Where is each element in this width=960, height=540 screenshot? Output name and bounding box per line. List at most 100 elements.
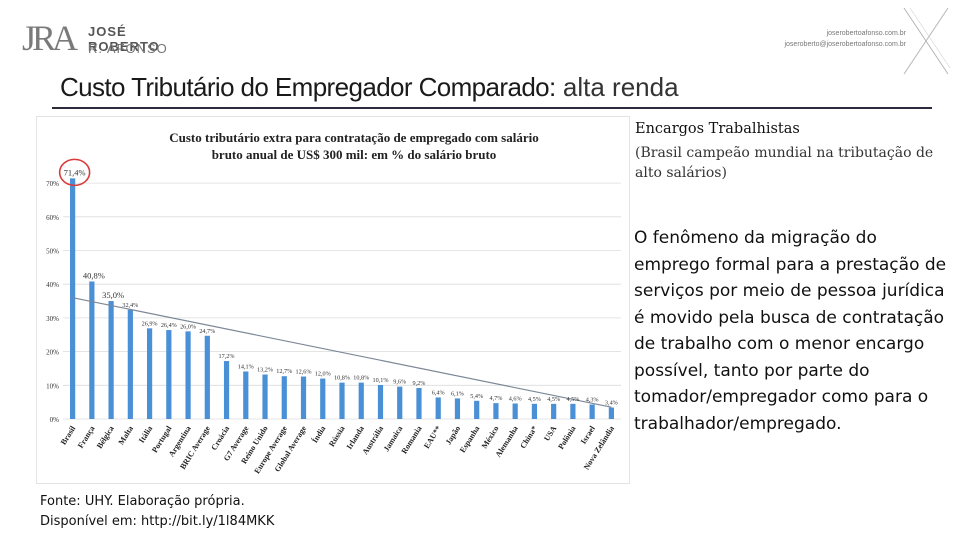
data-label: 9,2% — [413, 380, 426, 387]
title-divider — [52, 107, 932, 109]
chart-labels: 71,4% 40,8% 35,0% 32,4% 26,9% 26,4% 26,0%24,7%… — [58, 158, 618, 475]
x-tick-label: Índia — [309, 424, 327, 445]
slide-title: Custo Tributário do Empregador Comparado… — [60, 72, 679, 103]
bar — [89, 281, 95, 419]
corner-x-icon — [903, 7, 951, 75]
data-label: 4,5% — [547, 396, 560, 403]
bar — [397, 386, 403, 419]
y-tick-label: 0% — [50, 416, 60, 424]
chart-title-line2: bruto anual de US$ 300 mil: em % do salá… — [212, 147, 497, 162]
x-tick-label: Polônia — [556, 424, 577, 451]
slide-title-suffix: alta renda — [555, 72, 679, 102]
data-label: 4,6% — [509, 395, 522, 402]
bar — [127, 309, 133, 419]
y-tick-label: 20% — [46, 349, 59, 357]
data-label: 24,7% — [199, 328, 215, 335]
bar — [377, 384, 384, 419]
bar — [185, 331, 191, 419]
data-label: 71,4% — [64, 167, 86, 177]
bar — [166, 330, 172, 419]
data-label: 32,4% — [122, 302, 138, 309]
bar — [531, 403, 538, 419]
bar — [358, 382, 364, 419]
x-tick-label: Malta — [117, 424, 135, 446]
data-label: 10,8% — [334, 375, 350, 382]
chart-title-line1: Custo tributário extra para contratação … — [169, 130, 538, 145]
x-tick-label: USA — [542, 424, 558, 443]
chart-trend — [72, 297, 612, 408]
data-label: 4,7% — [489, 395, 502, 402]
bar-chart: Custo tributário extra para contratação … — [46, 130, 621, 475]
bar — [300, 376, 307, 419]
bar — [108, 301, 114, 419]
bar — [339, 382, 345, 419]
chart-grid: 0% 10% 20% 30% 40% 50% 60% 70% — [46, 180, 621, 424]
y-tick-label: 10% — [46, 382, 59, 390]
chart-bars — [70, 178, 614, 419]
x-tick-label: EAU** — [422, 424, 443, 450]
data-label: 4,5% — [528, 396, 541, 403]
side-heading: Encargos Trabalhistas — [635, 121, 800, 137]
trend-line — [72, 297, 612, 408]
bar — [243, 371, 249, 419]
brand-logo: JRA JOSÉ ROBERTO R. AFONSO — [22, 20, 202, 60]
contact-website: joserobertoafonso.com.br — [826, 30, 906, 37]
data-label: 12,7% — [276, 368, 292, 375]
bar — [570, 403, 576, 419]
data-label: 26,9% — [142, 320, 158, 327]
x-tick-label: Japão — [444, 424, 462, 446]
bar — [512, 403, 518, 419]
data-label: 5,4% — [470, 393, 483, 400]
data-label: 12,0% — [315, 371, 331, 378]
data-label: 9,6% — [393, 379, 406, 386]
source-line-1: Fonte: UHY. Elaboração própria. — [40, 494, 245, 509]
y-tick-label: 40% — [46, 281, 59, 289]
data-label: 17,2% — [219, 353, 235, 360]
contact-info: joserobertoafonso.com.br joseroberto@jos… — [784, 28, 906, 50]
bar — [70, 178, 76, 419]
bar — [608, 407, 614, 419]
data-label: 14,1% — [238, 363, 254, 370]
bar — [204, 335, 210, 419]
y-tick-label: 60% — [46, 214, 59, 222]
y-tick-label: 30% — [46, 315, 59, 323]
x-tick-label: Israel — [579, 424, 597, 446]
data-label: 4,3% — [586, 397, 599, 404]
bar — [416, 387, 422, 419]
logo-subname: R. AFONSO — [88, 41, 168, 56]
x-tick-label: Brasil — [59, 424, 78, 447]
data-label: 6,1% — [451, 390, 464, 397]
data-label: 26,0% — [180, 323, 196, 330]
bar — [281, 376, 287, 419]
chart-panel: Custo tributário extra para contratação … — [36, 116, 630, 484]
data-label: 3,4% — [605, 400, 618, 407]
x-tick-label: China* — [518, 424, 539, 450]
data-label: 10,8% — [353, 375, 369, 382]
logo-name: JOSÉ ROBERTO — [88, 24, 160, 54]
x-tick-label: França — [76, 424, 97, 449]
x-tick-label: Itália — [137, 424, 154, 444]
data-label: 13,2% — [257, 367, 273, 374]
x-tick-label: Bélgica — [95, 424, 116, 450]
bar — [435, 397, 441, 419]
y-tick-label: 70% — [46, 180, 59, 188]
data-label: 40,8% — [83, 271, 105, 281]
data-label: 35,0% — [102, 290, 124, 300]
side-subheading: (Brasil campeão mundial na tributação de… — [635, 145, 934, 181]
data-label: 12,6% — [296, 369, 312, 376]
logo-monogram: JRA — [22, 18, 78, 58]
bar — [262, 374, 268, 419]
bar — [551, 403, 557, 419]
slide-title-main: Custo Tributário do Empregador Comparado… — [60, 72, 556, 102]
x-tick-label: Rússia — [327, 424, 347, 448]
side-body-text: O fenômeno da migração do emprego formal… — [634, 228, 947, 434]
bar — [223, 361, 230, 419]
bar — [146, 328, 153, 419]
contact-email: joseroberto@joserobertoafonso.com.br — [784, 41, 906, 48]
highlight-circle — [58, 158, 91, 187]
bar — [493, 403, 499, 419]
data-label: 4,5% — [566, 396, 579, 403]
bar — [589, 404, 595, 419]
bar — [474, 400, 480, 419]
y-tick-label: 50% — [46, 248, 59, 256]
